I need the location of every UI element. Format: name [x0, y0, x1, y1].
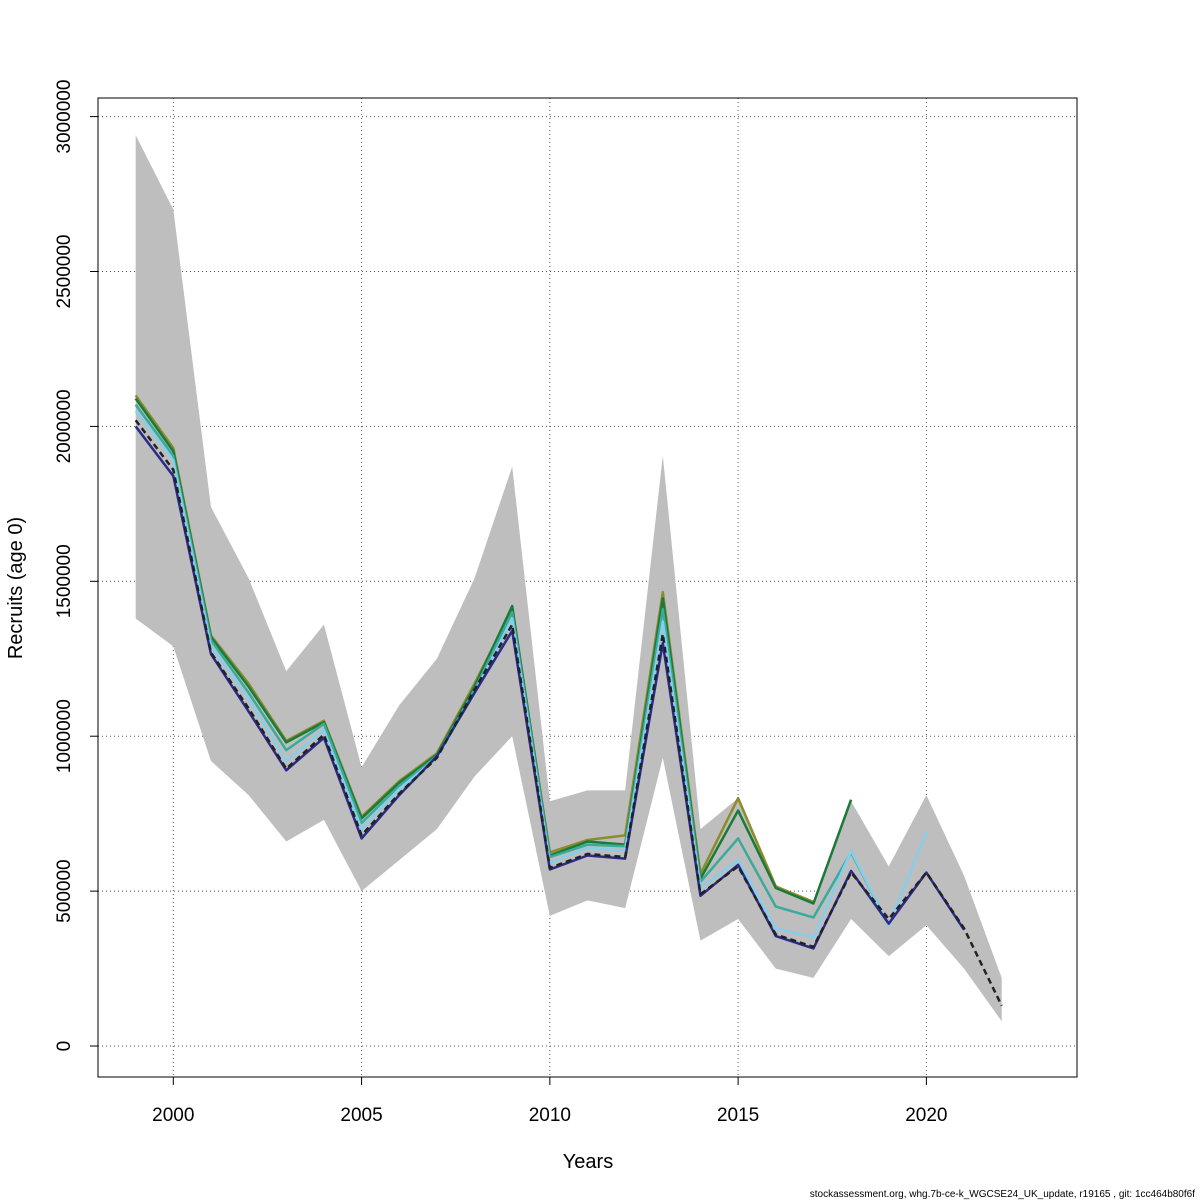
series-line-2 — [134, 397, 853, 905]
y-tick-label: 1000000 — [54, 699, 75, 773]
y-axis-title: Recruits (age 0) — [5, 517, 27, 659]
y-tick-label: 3000000 — [54, 80, 75, 154]
confidence-band-layer — [135, 135, 1002, 1022]
series-line-6 — [134, 419, 1003, 1007]
x-tick-label: 2010 — [529, 1105, 571, 1126]
x-tick-label: 2000 — [152, 1105, 194, 1126]
x-tick-label: 2005 — [340, 1105, 382, 1126]
x-tick-label: 2015 — [717, 1105, 759, 1126]
x-axis-title: Years — [563, 1151, 613, 1173]
x-tick-label: 2020 — [905, 1105, 947, 1126]
y-tick-label: 1500000 — [54, 544, 75, 618]
y-tick-label: 500000 — [54, 859, 75, 922]
series-line-3 — [134, 403, 890, 926]
y-tick-label: 2500000 — [54, 235, 75, 309]
y-tick-label: 0 — [54, 1041, 75, 1052]
y-tick-label: 2000000 — [54, 389, 75, 463]
confidence-band — [135, 135, 1002, 1022]
footer-credit: stockassessment.org, whg.7b-ce-k_WGCSE24… — [810, 1189, 1195, 1200]
axes: 2000 2005 2010 2015 2020 0 500000 1000000 150000… — [54, 80, 948, 1126]
series-lines-layer — [134, 394, 1003, 1007]
